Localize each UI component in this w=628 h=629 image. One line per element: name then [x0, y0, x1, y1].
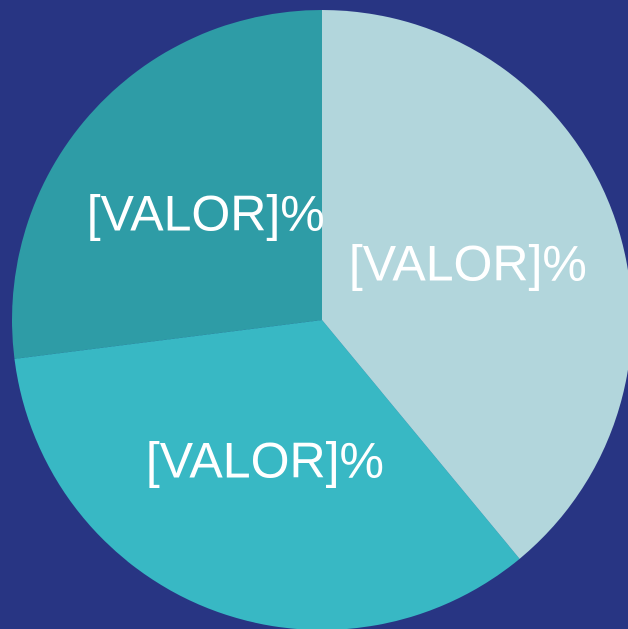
data-label: [VALOR]% [87, 186, 325, 242]
pie-slice [14, 320, 520, 629]
data-label: [VALOR]% [349, 236, 587, 292]
pie-slice [322, 10, 628, 559]
data-label: [VALOR]% [146, 432, 384, 488]
pie-slice [11, 10, 322, 359]
